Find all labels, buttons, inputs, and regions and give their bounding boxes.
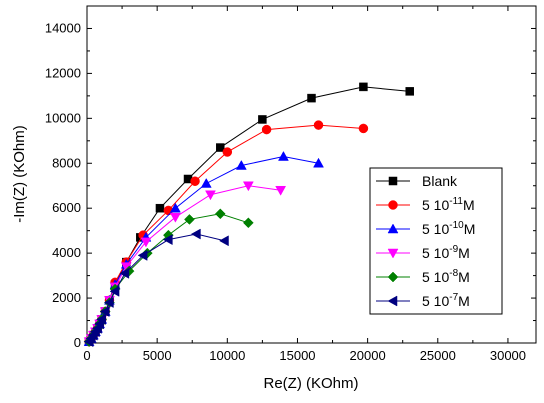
data-point	[235, 159, 247, 170]
legend-item: Blank	[376, 173, 458, 189]
legend-item: 5 10-7M	[376, 292, 470, 309]
y-tick-label: 0	[74, 335, 81, 350]
legend-marker	[388, 176, 398, 186]
legend-marker	[387, 223, 399, 234]
data-point	[190, 228, 201, 240]
legend-label: 5 10-9M	[422, 244, 470, 261]
y-tick-label: 4000	[52, 245, 81, 260]
series-group	[83, 82, 414, 348]
data-point	[205, 190, 216, 201]
legend-label: 5 10-10M	[422, 220, 475, 237]
legend: Blank 5 10-11M 5 10-10M 5 10-9M 5 10-8M 5 10-…	[369, 167, 503, 315]
data-point	[278, 151, 289, 161]
legend-marker	[387, 271, 399, 283]
data-point	[358, 123, 369, 134]
data-point	[184, 214, 195, 225]
y-tick-label: 2000	[52, 290, 81, 305]
data-point	[137, 249, 148, 261]
data-point	[243, 217, 254, 229]
y-tick-label: 6000	[52, 200, 81, 215]
x-tick-label: 10000	[209, 348, 245, 363]
legend-marker	[387, 248, 399, 259]
legend-marker	[387, 295, 398, 307]
data-point	[313, 120, 324, 130]
y-axis-title: -Im(Z) (KOhm)	[11, 125, 28, 222]
x-tick-label: 5000	[143, 348, 172, 363]
y-tick-label: 10000	[45, 110, 81, 125]
data-point	[216, 143, 225, 152]
legend-item: 5 10-8M	[376, 268, 470, 285]
data-point	[119, 267, 130, 279]
y-tick-label: 8000	[52, 155, 81, 170]
y-tick-label: 12000	[45, 65, 81, 80]
data-point	[169, 212, 181, 223]
legend-marker	[388, 200, 398, 210]
data-point	[169, 202, 181, 213]
legend-label: 5 10-11M	[422, 196, 475, 213]
x-tick-label: 25000	[420, 348, 456, 363]
data-point	[96, 313, 106, 325]
legend-item: 5 10-9M	[376, 244, 470, 261]
data-point	[140, 237, 152, 248]
x-axis-title: Re(Z) (KOhm)	[264, 375, 359, 392]
x-tick-label: 30000	[490, 348, 526, 363]
y-tick-label: 14000	[45, 20, 81, 35]
legend-label: 5 10-7M	[422, 292, 470, 309]
data-point	[99, 306, 110, 317]
data-point	[258, 115, 267, 124]
data-point	[222, 147, 233, 157]
legend-item: 5 10-11M	[376, 196, 475, 213]
x-tick-label: 0	[83, 348, 90, 363]
series-5	[83, 228, 229, 348]
data-point	[200, 177, 212, 188]
data-point	[155, 203, 165, 213]
data-point	[275, 185, 287, 196]
legend-label: 5 10-8M	[422, 268, 470, 285]
legend-label: Blank	[422, 173, 458, 189]
data-point	[242, 181, 254, 192]
legend-frame	[369, 167, 503, 315]
x-tick-label: 15000	[279, 348, 315, 363]
data-point	[359, 82, 368, 92]
data-point	[162, 234, 173, 246]
data-point	[190, 176, 200, 186]
data-point	[218, 235, 229, 247]
data-point	[261, 124, 272, 135]
data-point	[109, 285, 120, 297]
data-point	[103, 297, 114, 308]
x-tick-label: 20000	[350, 348, 386, 363]
data-point	[214, 208, 226, 220]
data-point	[405, 87, 414, 96]
data-point	[307, 93, 316, 103]
data-point	[313, 157, 324, 168]
axis-ticks: 0 5000 10000 15000 20000 25000 30000 0 2000 4000 6…	[45, 6, 536, 363]
legend-item: 5 10-10M	[376, 220, 475, 237]
